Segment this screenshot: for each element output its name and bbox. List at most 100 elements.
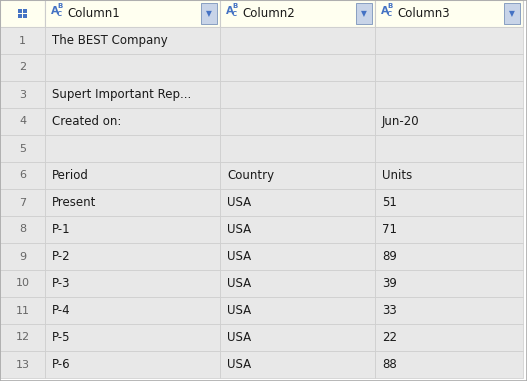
Bar bbox=[375, 243, 523, 270]
Bar bbox=[220, 270, 375, 297]
Bar bbox=[0, 135, 45, 162]
Text: Column3: Column3 bbox=[397, 7, 450, 20]
Bar bbox=[375, 297, 523, 324]
Text: 71: 71 bbox=[382, 223, 397, 236]
Text: C: C bbox=[57, 11, 62, 18]
Text: 89: 89 bbox=[382, 250, 397, 263]
Text: ▼: ▼ bbox=[509, 9, 515, 18]
Text: The BEST Company: The BEST Company bbox=[52, 34, 168, 47]
Bar bbox=[0, 27, 45, 54]
Text: C: C bbox=[387, 11, 392, 18]
Bar bbox=[375, 162, 523, 189]
Bar bbox=[0, 297, 45, 324]
Text: USA: USA bbox=[227, 196, 251, 209]
Text: 8: 8 bbox=[19, 224, 26, 234]
Bar bbox=[23, 9, 27, 13]
Text: 11: 11 bbox=[15, 306, 30, 315]
Bar bbox=[0, 108, 45, 135]
Text: B: B bbox=[232, 3, 237, 10]
Bar bbox=[0, 243, 45, 270]
Bar bbox=[220, 54, 375, 81]
Bar bbox=[45, 27, 220, 54]
Bar bbox=[220, 324, 375, 351]
Text: C: C bbox=[232, 11, 237, 18]
Bar bbox=[18, 14, 22, 18]
Text: B: B bbox=[57, 3, 62, 10]
Bar bbox=[0, 162, 45, 189]
Bar bbox=[45, 81, 220, 108]
Text: 5: 5 bbox=[19, 144, 26, 154]
Bar bbox=[45, 297, 220, 324]
Bar bbox=[375, 270, 523, 297]
Text: 3: 3 bbox=[19, 90, 26, 99]
Bar bbox=[0, 351, 45, 378]
Text: 1: 1 bbox=[19, 35, 26, 45]
Text: Jun-20: Jun-20 bbox=[382, 115, 419, 128]
Bar bbox=[0, 54, 45, 81]
Bar bbox=[0, 216, 45, 243]
Text: USA: USA bbox=[227, 331, 251, 344]
Bar bbox=[220, 351, 375, 378]
Text: P-3: P-3 bbox=[52, 277, 71, 290]
Bar bbox=[375, 108, 523, 135]
Text: 9: 9 bbox=[19, 251, 26, 261]
Bar bbox=[375, 135, 523, 162]
Bar bbox=[375, 81, 523, 108]
Bar bbox=[45, 351, 220, 378]
Bar bbox=[220, 0, 375, 27]
Text: A: A bbox=[226, 5, 234, 16]
Text: Created on:: Created on: bbox=[52, 115, 121, 128]
Text: USA: USA bbox=[227, 358, 251, 371]
Bar bbox=[220, 243, 375, 270]
Text: 39: 39 bbox=[382, 277, 397, 290]
Text: P-5: P-5 bbox=[52, 331, 71, 344]
Bar bbox=[45, 135, 220, 162]
Text: Supert Important Rep...: Supert Important Rep... bbox=[52, 88, 191, 101]
Bar bbox=[220, 189, 375, 216]
Text: ▼: ▼ bbox=[361, 9, 367, 18]
Bar bbox=[0, 324, 45, 351]
Bar bbox=[220, 297, 375, 324]
Text: Country: Country bbox=[227, 169, 274, 182]
Text: Period: Period bbox=[52, 169, 89, 182]
Bar bbox=[45, 216, 220, 243]
Bar bbox=[220, 216, 375, 243]
Text: Units: Units bbox=[382, 169, 412, 182]
Bar bbox=[375, 27, 523, 54]
Text: Column2: Column2 bbox=[242, 7, 295, 20]
Text: 2: 2 bbox=[19, 62, 26, 72]
Text: 33: 33 bbox=[382, 304, 397, 317]
Text: P-6: P-6 bbox=[52, 358, 71, 371]
Bar bbox=[220, 108, 375, 135]
Text: 7: 7 bbox=[19, 197, 26, 208]
Text: P-2: P-2 bbox=[52, 250, 71, 263]
Text: USA: USA bbox=[227, 277, 251, 290]
Text: P-4: P-4 bbox=[52, 304, 71, 317]
Bar bbox=[45, 189, 220, 216]
Bar bbox=[0, 0, 45, 27]
Text: Column1: Column1 bbox=[67, 7, 120, 20]
Bar bbox=[45, 54, 220, 81]
Bar bbox=[375, 324, 523, 351]
Bar bbox=[0, 81, 45, 108]
Bar bbox=[201, 3, 217, 24]
Bar bbox=[375, 351, 523, 378]
Text: B: B bbox=[387, 3, 392, 10]
Text: 4: 4 bbox=[19, 117, 26, 126]
Bar bbox=[45, 270, 220, 297]
Bar bbox=[220, 135, 375, 162]
Text: A: A bbox=[51, 5, 59, 16]
Text: 6: 6 bbox=[19, 171, 26, 181]
Bar bbox=[45, 0, 220, 27]
Text: 22: 22 bbox=[382, 331, 397, 344]
Bar bbox=[220, 162, 375, 189]
Bar bbox=[0, 270, 45, 297]
Text: P-1: P-1 bbox=[52, 223, 71, 236]
Text: 88: 88 bbox=[382, 358, 397, 371]
Bar bbox=[45, 324, 220, 351]
Text: 13: 13 bbox=[15, 360, 30, 370]
Bar bbox=[220, 81, 375, 108]
Bar bbox=[375, 54, 523, 81]
Bar bbox=[45, 243, 220, 270]
Bar bbox=[375, 0, 523, 27]
